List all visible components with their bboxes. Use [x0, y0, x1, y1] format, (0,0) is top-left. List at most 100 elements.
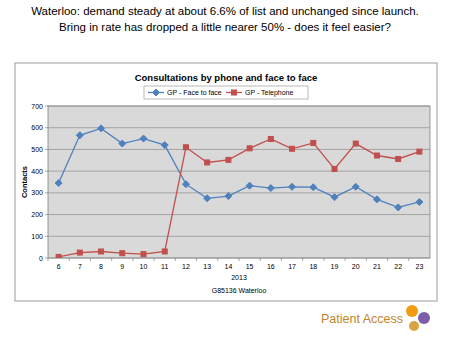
- x-tick-label: 8: [99, 263, 103, 270]
- point: [417, 149, 422, 154]
- y-tick-label: 700: [31, 103, 43, 110]
- grid-line: [48, 149, 430, 150]
- x-tick-label: 6: [57, 263, 61, 270]
- point: [332, 166, 337, 171]
- x-tick-label: 9: [120, 263, 124, 270]
- slide-heading: Bring in rate has dropped a little neare…: [59, 21, 391, 33]
- point: [290, 146, 295, 151]
- x-tick-label: 14: [224, 263, 232, 270]
- x-tick: [408, 258, 409, 261]
- x-tick-label: 10: [140, 263, 148, 270]
- point: [310, 184, 317, 191]
- point: [374, 153, 379, 158]
- x-tick-label: 11: [161, 263, 168, 270]
- y-tick-label: 0: [39, 255, 43, 262]
- point: [247, 146, 252, 151]
- point: [352, 183, 359, 190]
- x-tick: [196, 258, 197, 261]
- point: [331, 194, 338, 201]
- x-tick-label: 7: [78, 263, 82, 270]
- x-tick: [239, 258, 240, 261]
- grid-line: [48, 106, 430, 107]
- logo: Patient Access: [321, 305, 430, 331]
- x-tick-label: 15: [246, 263, 254, 270]
- point: [55, 180, 62, 187]
- x-tick-label: 20: [352, 263, 360, 270]
- slide: Waterloo: demand steady at about 6.6% of…: [0, 0, 450, 338]
- grid-line: [48, 214, 430, 215]
- x-tick: [175, 258, 176, 261]
- y-tick-label: 200: [31, 211, 43, 218]
- legend-label: GP - Telephone: [245, 89, 293, 97]
- point: [76, 132, 83, 139]
- legend-marker: [232, 90, 237, 95]
- point: [120, 251, 125, 256]
- logo-text: Patient Access: [321, 312, 403, 326]
- annotation: G85136 Waterloo: [212, 287, 267, 294]
- x-tick-label: 12: [182, 263, 190, 270]
- x-tick-label: 13: [203, 263, 211, 270]
- x-tick: [154, 258, 155, 261]
- x-tick: [69, 258, 70, 261]
- y-tick: [45, 127, 48, 128]
- point: [267, 185, 274, 192]
- logo-icon: [406, 305, 418, 317]
- grid-line: [48, 236, 430, 237]
- point: [225, 193, 232, 200]
- series-group: [55, 125, 423, 258]
- x-tick-label: 23: [415, 263, 423, 270]
- point: [204, 195, 211, 202]
- x-tick: [90, 258, 91, 261]
- logo-icon: [409, 321, 419, 331]
- y-tick: [45, 149, 48, 150]
- x-tick: [132, 258, 133, 261]
- point: [396, 156, 401, 161]
- legend-marker: [153, 89, 160, 96]
- legend-label: GP - Face to face: [167, 89, 222, 96]
- point: [183, 145, 188, 150]
- x-tick: [111, 258, 112, 261]
- x-tick-label: 18: [309, 263, 317, 270]
- point: [141, 252, 146, 257]
- point: [205, 160, 210, 165]
- x-tick: [387, 258, 388, 261]
- y-axis-label: Contacts: [20, 166, 29, 198]
- point: [77, 250, 82, 255]
- point: [311, 140, 316, 145]
- x-tick: [345, 258, 346, 261]
- grid-line: [48, 127, 430, 128]
- point: [268, 137, 273, 142]
- series-line: [59, 128, 420, 207]
- x-tick: [281, 258, 282, 261]
- point: [99, 249, 104, 254]
- y-tick: [45, 258, 48, 259]
- legend: GP - Face to face GP - Telephone: [144, 86, 308, 99]
- series-line: [59, 139, 420, 257]
- point: [161, 142, 168, 149]
- x-tick-label: 19: [331, 263, 339, 270]
- point: [246, 182, 253, 189]
- x-tick: [323, 258, 324, 261]
- x-tick-label: 17: [288, 263, 296, 270]
- chart-frame: [15, 63, 437, 301]
- point: [98, 125, 105, 132]
- x-tick: [217, 258, 218, 261]
- y-tick: [45, 192, 48, 193]
- chart-title: Consultations by phone and face to face: [135, 72, 318, 83]
- x-tick: [302, 258, 303, 261]
- y-tick: [45, 236, 48, 237]
- grid-line: [48, 171, 430, 172]
- x-tick: [48, 258, 49, 261]
- x-tick-label: 21: [373, 263, 381, 270]
- x-tick: [260, 258, 261, 261]
- grid-line: [48, 192, 430, 193]
- y-tick-label: 500: [31, 146, 43, 153]
- y-tick-label: 600: [31, 124, 43, 131]
- point: [226, 157, 231, 162]
- x-tick-label: 22: [394, 263, 402, 270]
- point: [182, 181, 189, 188]
- point: [56, 254, 61, 258]
- y-tick: [45, 214, 48, 215]
- y-tick-label: 100: [31, 233, 43, 240]
- point: [353, 141, 358, 146]
